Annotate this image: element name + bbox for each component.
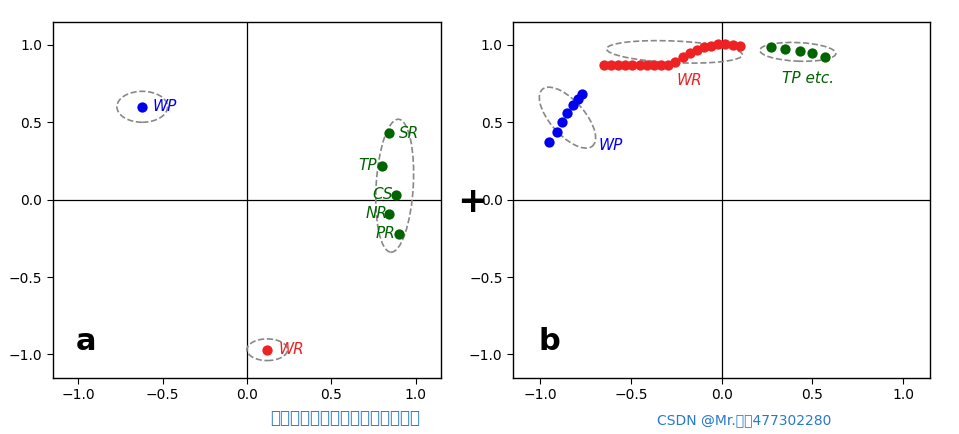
- Text: b: b: [538, 327, 560, 356]
- Point: [596, 62, 612, 69]
- Point: [653, 62, 668, 69]
- Point: [725, 41, 740, 48]
- Point: [381, 210, 396, 217]
- Point: [571, 95, 586, 102]
- Point: [690, 46, 705, 53]
- Point: [711, 41, 726, 48]
- Point: [542, 139, 557, 146]
- Point: [387, 191, 403, 198]
- Text: NR: NR: [365, 206, 387, 221]
- Point: [565, 102, 580, 109]
- Point: [717, 41, 733, 48]
- Point: [732, 42, 747, 49]
- Text: WP: WP: [152, 99, 176, 114]
- Point: [381, 130, 396, 137]
- Text: +: +: [456, 185, 487, 219]
- Point: [639, 62, 654, 69]
- Point: [696, 44, 712, 51]
- Text: CSDN @Mr.斯斯477302280: CSDN @Mr.斯斯477302280: [657, 414, 831, 427]
- Text: WP: WP: [598, 138, 622, 153]
- Point: [817, 53, 832, 60]
- Text: WR: WR: [279, 342, 305, 357]
- Point: [554, 119, 570, 126]
- Text: 生态系统服务聚类协同保护与修复: 生态系统服务聚类协同保护与修复: [270, 410, 420, 427]
- Point: [260, 346, 275, 353]
- Point: [624, 62, 640, 69]
- Text: PR: PR: [375, 226, 395, 241]
- Text: CS: CS: [372, 187, 392, 203]
- Point: [646, 62, 662, 69]
- Point: [618, 62, 633, 69]
- Point: [682, 49, 697, 56]
- Text: a: a: [76, 327, 97, 356]
- Text: TP: TP: [359, 158, 377, 173]
- Point: [805, 50, 820, 57]
- Point: [134, 103, 150, 110]
- Point: [704, 42, 719, 49]
- Point: [610, 62, 625, 69]
- Point: [661, 62, 676, 69]
- Point: [549, 128, 564, 135]
- Text: TP etc.: TP etc.: [782, 71, 833, 86]
- Point: [603, 62, 619, 69]
- Text: SR: SR: [399, 125, 419, 141]
- Point: [675, 53, 690, 60]
- Point: [574, 91, 590, 98]
- Point: [667, 58, 683, 65]
- Point: [632, 62, 647, 69]
- Point: [374, 162, 389, 169]
- Point: [792, 48, 807, 55]
- Point: [778, 46, 793, 53]
- Point: [391, 230, 407, 237]
- Point: [763, 44, 779, 51]
- Text: WR: WR: [676, 73, 702, 88]
- Point: [560, 109, 575, 116]
